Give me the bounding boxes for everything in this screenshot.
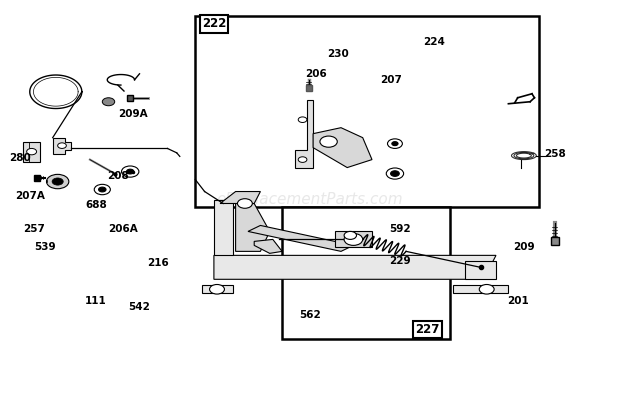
- Text: 208: 208: [107, 170, 129, 181]
- Circle shape: [52, 178, 63, 185]
- Text: 688: 688: [85, 200, 107, 211]
- Text: 258: 258: [544, 148, 566, 159]
- Polygon shape: [214, 200, 232, 255]
- Text: 206A: 206A: [108, 224, 138, 235]
- Text: 227: 227: [415, 323, 440, 336]
- Circle shape: [27, 148, 37, 155]
- Text: 201: 201: [507, 296, 529, 306]
- Text: 539: 539: [34, 242, 55, 253]
- Circle shape: [237, 199, 252, 208]
- Circle shape: [46, 174, 69, 189]
- Text: eReplacementParts.com: eReplacementParts.com: [216, 192, 404, 207]
- Polygon shape: [453, 285, 508, 293]
- Polygon shape: [335, 231, 372, 247]
- Polygon shape: [220, 192, 260, 203]
- Polygon shape: [23, 142, 40, 162]
- Polygon shape: [53, 138, 71, 154]
- Circle shape: [391, 171, 399, 176]
- Text: 216: 216: [147, 258, 169, 269]
- Circle shape: [388, 139, 402, 148]
- Circle shape: [344, 231, 356, 239]
- Text: 562: 562: [299, 310, 321, 320]
- Polygon shape: [294, 100, 313, 168]
- Text: 207: 207: [379, 75, 402, 85]
- Text: 207A: 207A: [15, 190, 45, 201]
- Text: 224: 224: [423, 37, 445, 47]
- Bar: [282, 207, 450, 339]
- Circle shape: [320, 136, 337, 147]
- Polygon shape: [254, 239, 282, 253]
- Circle shape: [58, 143, 66, 148]
- Circle shape: [298, 157, 307, 162]
- Circle shape: [99, 187, 106, 192]
- Circle shape: [210, 284, 224, 294]
- Text: 206: 206: [305, 69, 327, 79]
- Polygon shape: [214, 255, 496, 279]
- Text: 111: 111: [85, 296, 107, 306]
- Text: 229: 229: [389, 256, 410, 267]
- Bar: [195, 16, 539, 207]
- Circle shape: [94, 184, 110, 195]
- Circle shape: [102, 98, 115, 106]
- Circle shape: [344, 233, 363, 245]
- Polygon shape: [465, 261, 496, 279]
- Circle shape: [386, 168, 404, 179]
- Circle shape: [479, 284, 494, 294]
- Text: 230: 230: [327, 49, 349, 59]
- Polygon shape: [236, 203, 270, 251]
- Circle shape: [122, 166, 139, 177]
- Polygon shape: [202, 285, 232, 293]
- Text: 222: 222: [202, 18, 226, 30]
- Text: 592: 592: [389, 224, 410, 235]
- Text: 257: 257: [23, 224, 45, 235]
- Circle shape: [126, 169, 134, 174]
- Text: 209: 209: [513, 242, 534, 253]
- Circle shape: [298, 117, 307, 122]
- Text: 542: 542: [128, 302, 151, 312]
- Circle shape: [392, 142, 398, 146]
- Text: 280: 280: [9, 152, 31, 163]
- Polygon shape: [248, 225, 353, 251]
- Text: 209A: 209A: [118, 109, 148, 119]
- Polygon shape: [313, 128, 372, 168]
